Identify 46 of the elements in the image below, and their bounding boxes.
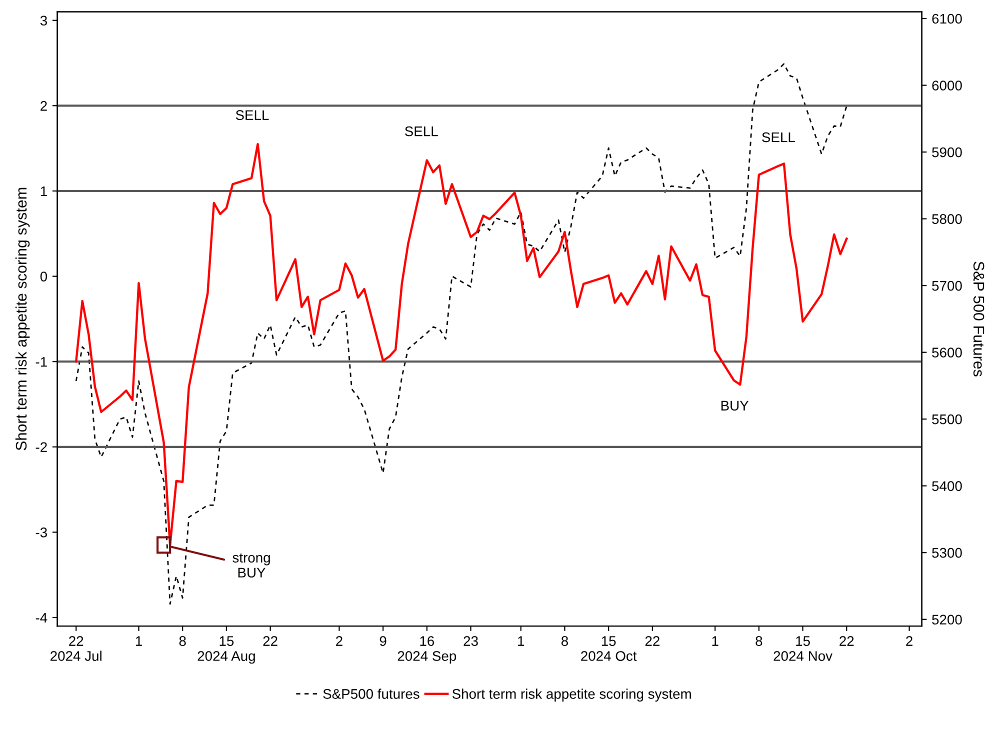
x-tick-label: 15 2024 Aug (198, 636, 255, 664)
x-tick-label: 1 (518, 636, 524, 646)
y-tick-label: 0 (40, 272, 48, 282)
x-tick-label: 8 (756, 636, 762, 646)
y-tick-label: 3 (40, 16, 47, 26)
annotation: SELL (762, 132, 795, 142)
x-tick-label: 9 (380, 636, 386, 646)
x-tick-label: 23 (464, 636, 478, 646)
y-tick-label: -1 (36, 357, 47, 367)
x-tick-label: 1 (136, 636, 142, 646)
y2-tick-label: 6100 (932, 14, 962, 24)
legend-label: S&P500 futures (323, 688, 420, 699)
x-tick-label: 16 2024 Sep (398, 636, 456, 664)
y2-tick-label: 6000 (932, 80, 962, 90)
annotation: BUY (721, 400, 749, 411)
y2-tick-label: 5600 (932, 348, 962, 358)
y2-axis-title: S&P 500 Futures (973, 262, 984, 376)
x-tick-label: 8 (179, 636, 186, 646)
y-axis-title: Short term risk appetite scoring system (15, 188, 30, 450)
annotation: SELL (236, 110, 269, 120)
x-tick-label: 22 (840, 636, 854, 646)
x-tick-label: 8 (561, 636, 568, 646)
x-tick-label: 1 (712, 636, 718, 646)
y-tick-label: -2 (36, 442, 47, 452)
y-tick-label: -4 (36, 612, 48, 623)
x-tick-label: 2 (906, 636, 912, 646)
y-tick-label: 1 (40, 186, 47, 196)
y2-tick-label: 5300 (932, 548, 962, 558)
y2-tick-label: 5700 (932, 280, 962, 291)
x-tick-label: 2 (336, 636, 342, 646)
x-tick-label: 22 2024 Jul (50, 636, 102, 661)
legend-label: Short term risk appetite scoring system (452, 688, 691, 702)
x-tick-label: 15 2024 Oct (581, 636, 637, 661)
y-tick-label: -3 (36, 528, 47, 538)
y2-tick-label: 5400 (932, 481, 962, 492)
y2-tick-label: 5500 (932, 414, 962, 424)
line-series (75, 63, 848, 605)
y2-tick-label: 5900 (932, 147, 962, 158)
annotation: strong BUY (232, 553, 270, 578)
x-tick-label: 15 2024 Nov (774, 636, 832, 661)
x-tick-label: 22 (263, 636, 278, 646)
y-tick-label: 2 (40, 101, 47, 111)
y2-tick-label: 5800 (932, 214, 962, 224)
annotation: SELL (404, 126, 438, 136)
y2-tick-label: 5200 (932, 614, 962, 625)
x-tick-label: 22 (645, 636, 660, 646)
